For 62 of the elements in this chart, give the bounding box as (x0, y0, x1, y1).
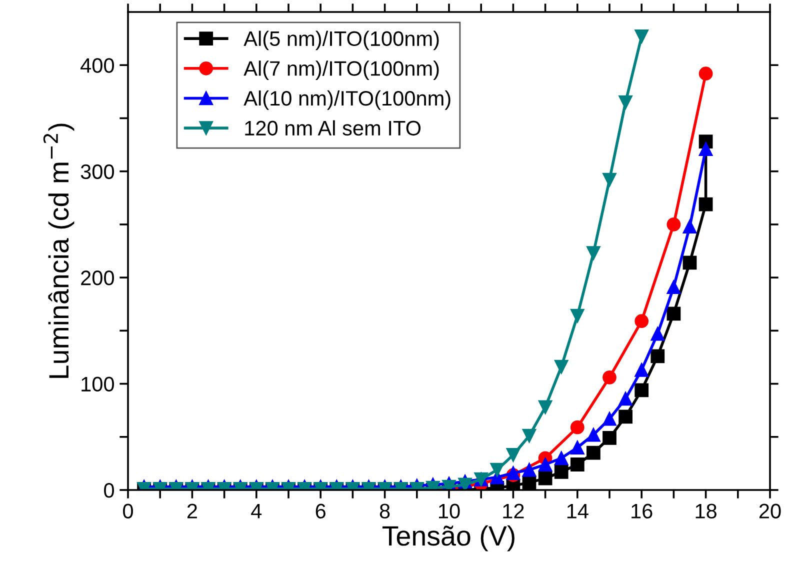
point (490, 462, 504, 477)
point (602, 370, 616, 384)
point (554, 464, 568, 479)
point (682, 220, 697, 234)
legend-label: Al(10 nm)/ITO(100nm) (244, 90, 450, 110)
x-axis-title: Tensão (V) (382, 525, 514, 552)
point (586, 428, 600, 442)
y-tick-label: 0 (104, 483, 114, 498)
point (538, 400, 552, 414)
point (682, 256, 697, 270)
y-tick-label: 300 (80, 164, 114, 180)
x-tick-label: 8 (380, 504, 390, 518)
x-tick-label: 2 (187, 504, 197, 518)
point (618, 95, 632, 110)
point (634, 314, 649, 328)
x-tick-label: 12 (503, 504, 524, 518)
point (458, 478, 472, 490)
point (666, 280, 681, 294)
point (698, 142, 713, 156)
point (650, 349, 665, 364)
point (666, 218, 681, 232)
point (538, 458, 552, 472)
point (554, 360, 568, 374)
point (618, 410, 632, 424)
point (554, 451, 568, 466)
point (522, 428, 536, 443)
point (602, 431, 616, 445)
point (618, 392, 632, 406)
point (538, 471, 552, 486)
point (586, 446, 600, 460)
point (634, 383, 649, 398)
point (666, 306, 681, 321)
point (570, 420, 584, 434)
point (570, 308, 584, 323)
x-tick-label: 4 (251, 504, 262, 518)
point (634, 363, 649, 377)
point (570, 440, 584, 454)
x-tick-label: 0 (123, 504, 133, 518)
y-tick-label: 200 (81, 270, 114, 286)
legend-label: Al(7 nm)/ITO(100nm) (244, 60, 439, 80)
point (698, 197, 713, 212)
x-tick-label: 10 (439, 504, 460, 518)
point (522, 462, 536, 477)
point (650, 326, 665, 341)
x-tick-label: 16 (632, 504, 652, 518)
y-axis-title: Luminância (cd m$^{−2}$) (43, 124, 74, 378)
x-tick-label: 18 (696, 504, 716, 518)
point (506, 466, 520, 480)
x-tick-label: 6 (316, 504, 326, 518)
point (586, 246, 600, 260)
point (602, 412, 616, 426)
y-tick-label: 100 (82, 376, 114, 392)
point (570, 458, 584, 472)
y-tick-label: 400 (80, 58, 114, 73)
point (698, 66, 713, 81)
point (602, 172, 616, 187)
legend-label: Al(5 nm)/ITO(100nm) (244, 30, 439, 50)
legend-label: 120 nm Al sem ITO (245, 120, 421, 136)
point (634, 29, 649, 44)
x-tick-label: 20 (759, 504, 781, 518)
x-tick-label: 14 (567, 504, 588, 518)
point (506, 448, 520, 462)
